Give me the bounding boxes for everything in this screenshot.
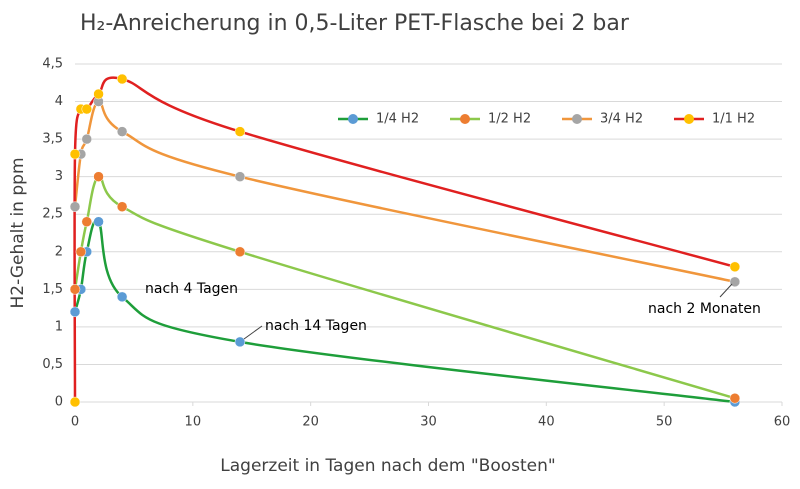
marker <box>116 126 128 137</box>
annotation: nach 4 Tagen <box>145 281 238 297</box>
y-tick-label: 1 <box>55 319 63 334</box>
marker <box>234 126 246 137</box>
marker <box>234 246 246 258</box>
y-tick-label: 2,5 <box>42 207 63 222</box>
y-axis-label: H2-Gehalt in ppm <box>8 157 28 308</box>
legend-marker <box>460 114 470 124</box>
marker <box>234 336 246 348</box>
annotation-leader <box>243 325 263 340</box>
marker <box>69 396 81 408</box>
y-tick-label: 0 <box>55 395 63 410</box>
marker <box>75 246 87 258</box>
annotation-leader <box>719 283 733 298</box>
marker <box>69 201 81 212</box>
marker <box>69 148 81 160</box>
x-tick-label: 60 <box>774 415 791 430</box>
marker <box>81 133 93 145</box>
y-tick-label: 4,5 <box>42 57 63 72</box>
y-tick-label: 1,5 <box>42 282 63 297</box>
marker <box>116 201 128 212</box>
x-tick-label: 40 <box>538 415 555 430</box>
series-line <box>73 219 736 404</box>
y-tick-label: 4 <box>55 94 63 109</box>
legend-marker <box>684 114 694 124</box>
marker <box>81 103 93 115</box>
y-tick-label: 0,5 <box>42 357 63 372</box>
y-tick-label: 3,5 <box>42 132 63 147</box>
legend-marker <box>348 114 358 124</box>
marker <box>93 88 104 100</box>
y-tick-label: 2 <box>55 244 63 259</box>
legend-marker <box>572 114 582 124</box>
annotation: nach 14 Tagen <box>265 318 367 334</box>
x-tick-label: 0 <box>71 415 79 430</box>
marker <box>234 171 246 182</box>
marker <box>116 73 128 85</box>
x-tick-label: 10 <box>185 415 202 430</box>
marker <box>69 306 81 318</box>
marker <box>93 216 104 227</box>
marker <box>116 291 128 303</box>
x-tick-label: 50 <box>656 415 673 430</box>
annotation: nach 2 Monaten <box>648 301 761 317</box>
legend-label: 1/1 H2 <box>712 112 755 127</box>
x-axis-label: Lagerzeit in Tagen nach dem "Boosten" <box>220 456 555 476</box>
x-tick-label: 20 <box>302 415 319 430</box>
marker <box>729 392 741 404</box>
series-line <box>73 100 736 284</box>
y-tick-label: 3 <box>55 169 63 184</box>
chart-title: H₂-Anreicherung in 0,5-Liter PET-Flasche… <box>80 11 630 36</box>
marker <box>69 284 81 295</box>
marker <box>81 216 93 227</box>
x-tick-label: 30 <box>420 415 437 430</box>
marker <box>93 171 104 182</box>
marker <box>729 261 741 273</box>
legend-label: 3/4 H2 <box>600 112 643 127</box>
legend-label: 1/2 H2 <box>488 112 531 127</box>
legend-label: 1/4 H2 <box>376 112 419 127</box>
marker <box>729 276 741 288</box>
